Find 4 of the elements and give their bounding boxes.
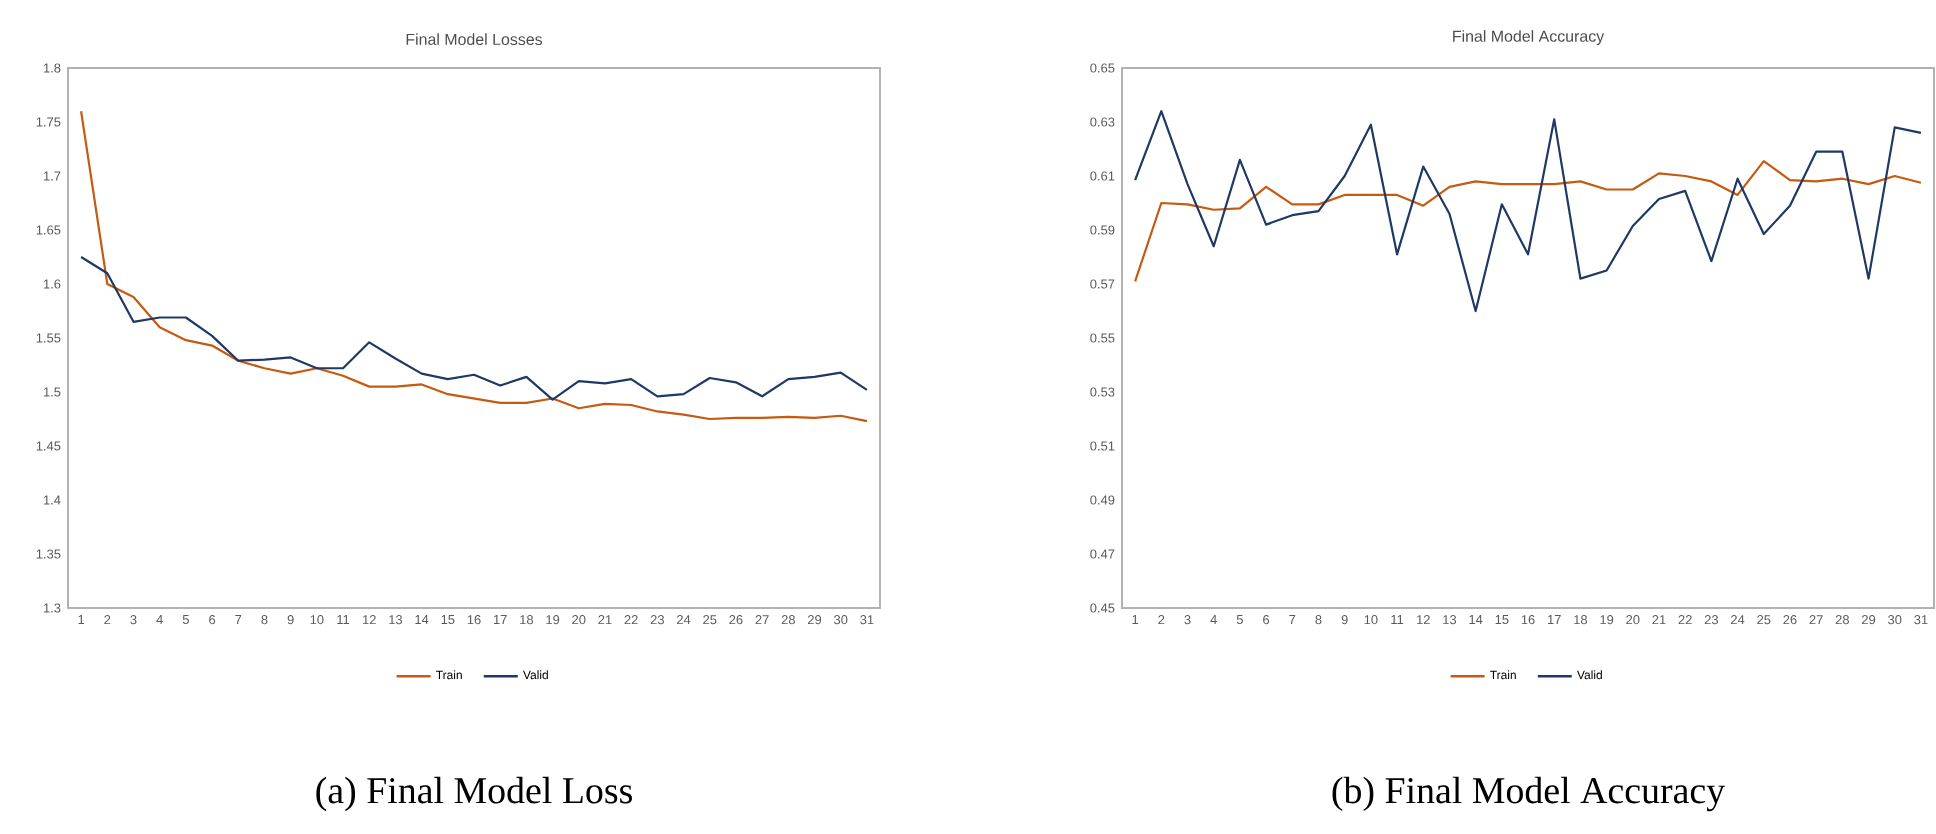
line-series — [80, 255, 869, 401]
text: (a) Final Model Loss — [316, 776, 632, 812]
line-series — [1134, 110, 1923, 313]
text: (b) Final Model Accuracy — [1332, 776, 1726, 812]
